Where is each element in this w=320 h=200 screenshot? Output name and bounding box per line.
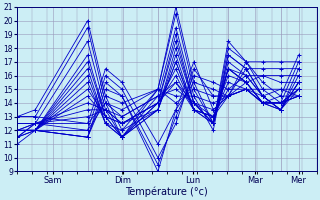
X-axis label: Température (°c): Température (°c) (125, 186, 208, 197)
